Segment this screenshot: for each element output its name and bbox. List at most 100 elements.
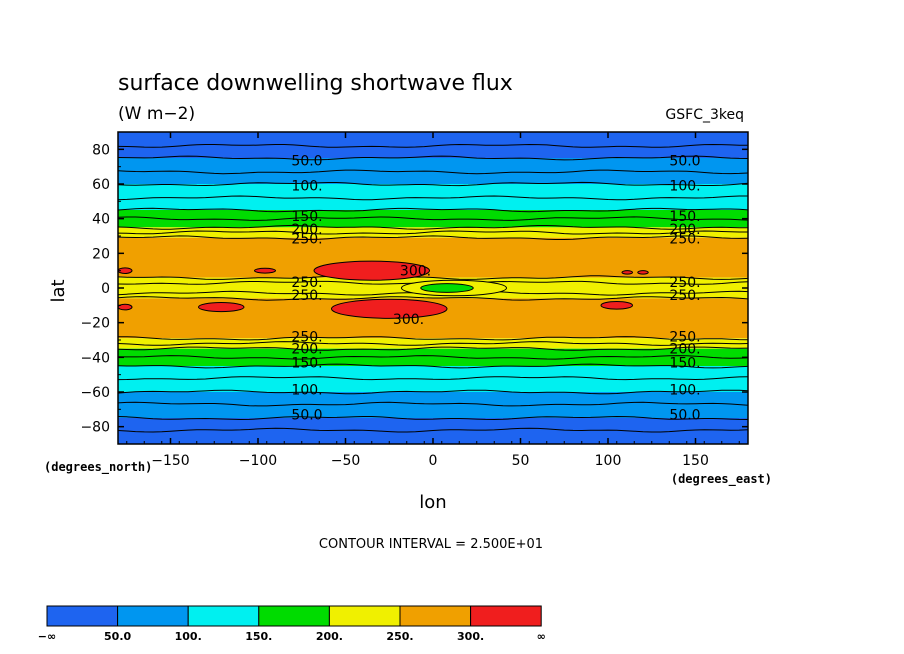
contour-line-9	[118, 235, 748, 240]
contour-line-0	[118, 143, 748, 148]
colorbar-label-7: ∞	[537, 630, 546, 643]
plot-area	[118, 132, 748, 444]
region-small-max-4	[118, 267, 133, 274]
contour-line-21	[118, 401, 748, 407]
region-small-max-7	[637, 270, 649, 275]
x-tick-label-5: 100	[595, 453, 622, 469]
band-11	[118, 392, 748, 418]
colorbar-swatch-4	[328, 605, 401, 627]
colorbar-label-6: 300.	[457, 630, 484, 643]
band-8	[118, 338, 748, 349]
contour-line-16	[118, 346, 748, 351]
model-name: GSFC_3keq	[665, 107, 744, 123]
colorbar-label-3: 150.	[245, 630, 272, 643]
y-tick-label-6: −40	[80, 350, 110, 366]
contour-label-8: 250.	[291, 232, 322, 248]
contour-label-3: 100.	[669, 179, 700, 195]
y-tick-label-3: 20	[92, 246, 110, 262]
contour-line-7	[118, 224, 748, 230]
contour-label-11: 250.	[669, 275, 700, 291]
contour-label-14: 250.	[291, 330, 322, 346]
contour-label-10: 250.	[291, 275, 322, 291]
contour-line-3	[118, 181, 748, 187]
contour-line-2	[118, 169, 748, 175]
y-tick-label-8: −80	[80, 420, 110, 436]
x-tick-label-6: 150	[682, 453, 709, 469]
contour-label-2: 100.	[291, 179, 322, 195]
x-tick-label-0: −150	[151, 453, 189, 469]
y-axis-label: lat	[48, 279, 69, 302]
chart-units: (W m−2)	[118, 104, 195, 124]
region-small-max-5	[118, 303, 133, 311]
contour-label-16: 200.	[291, 342, 322, 358]
band-3	[118, 210, 748, 228]
colorbar-label-2: 100.	[175, 630, 202, 643]
contour-line-17	[118, 355, 748, 360]
contour-line-13	[118, 296, 748, 301]
x-tick-label-2: −50	[331, 453, 361, 469]
contour-label-17: 200.	[669, 342, 700, 358]
contour-line-8	[118, 230, 748, 235]
colorbar-label-4: 200.	[316, 630, 343, 643]
region-max-south	[331, 298, 448, 319]
contour-line-5	[118, 207, 748, 213]
contour-label-25: 300.	[393, 312, 424, 328]
contour-line-15	[118, 341, 748, 346]
colorbar-swatch-5	[399, 605, 472, 627]
contour-label-12: 250.	[291, 288, 322, 304]
contour-line-19	[118, 376, 748, 381]
contour-label-24: 300.	[400, 264, 431, 280]
contour-line-1	[118, 155, 748, 161]
contour-label-18: 150.	[291, 356, 322, 372]
y-tick-label-1: 60	[92, 177, 110, 193]
contour-label-5: 150.	[669, 209, 700, 225]
contour-line-23	[118, 427, 748, 433]
contour-label-6: 200.	[291, 222, 322, 238]
y-tick-label-5: −20	[80, 316, 110, 332]
band-4	[118, 227, 748, 238]
contour-line-4	[118, 195, 748, 201]
region-min-equator-top	[420, 283, 474, 293]
colorbar-swatch-6	[470, 605, 542, 627]
x-axis-label: lon	[419, 492, 446, 513]
chart-title: surface downwelling shortwave flux	[118, 71, 513, 96]
contour-line-6	[118, 216, 748, 221]
contour-label-13: 250.	[669, 288, 700, 304]
contour-line-10	[118, 275, 748, 280]
colorbar-swatch-1	[117, 605, 189, 627]
band-9	[118, 348, 748, 366]
contour-label-19: 150.	[669, 356, 700, 372]
y-axis-units: (degrees_north)	[44, 460, 152, 475]
band-5	[118, 237, 748, 278]
contour-label-9: 250.	[669, 232, 700, 248]
contour-label-7: 200.	[669, 222, 700, 238]
y-tick-label-4: 0	[101, 281, 110, 297]
contour-line-22	[118, 415, 748, 421]
colorbar-label-0: −∞	[38, 630, 56, 643]
x-tick-label-4: 50	[512, 453, 530, 469]
contour-label-23: 50.0	[669, 408, 700, 424]
colorbar-swatch-2	[187, 605, 260, 627]
contour-label-4: 150.	[291, 209, 322, 225]
contour-line-20	[118, 389, 748, 395]
region-small-max-6	[621, 270, 633, 275]
contour-label-1: 50.0	[669, 154, 700, 170]
x-axis-units: (degrees_east)	[671, 472, 772, 487]
contour-label-15: 250.	[669, 330, 700, 346]
contour-label-20: 100.	[291, 382, 322, 398]
y-tick-label-0: 80	[92, 142, 110, 158]
colorbar-label-1: 50.0	[104, 630, 131, 643]
region-small-max-2	[198, 302, 245, 313]
colorbar-swatch-3	[258, 605, 330, 627]
region-max-north	[313, 260, 430, 281]
contour-label-0: 50.0	[291, 154, 322, 170]
colorbar-swatch-0	[46, 605, 119, 627]
colorbar-label-5: 250.	[386, 630, 413, 643]
y-tick-label-7: −60	[80, 385, 110, 401]
colorbar: −∞ 50.0 100. 150. 200. 250. 300. ∞	[38, 605, 546, 643]
y-tick-label-2: 40	[92, 212, 110, 228]
contour-line-18	[118, 363, 748, 369]
region-small-max-1	[254, 267, 276, 274]
contour-line-14	[118, 336, 748, 341]
